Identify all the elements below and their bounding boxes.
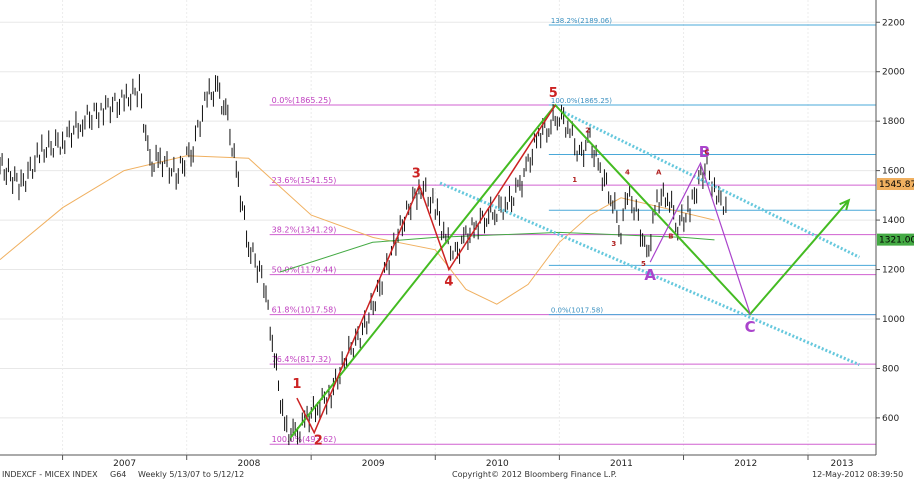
sub-wave-label: 3 (611, 240, 616, 248)
sub-wave-label: 1 (572, 176, 577, 184)
x-tick-label: 2009 (362, 459, 385, 468)
footer-copyright: Copyright© 2012 Bloomberg Finance L.P. (452, 470, 617, 479)
green-wave-arrowhead (839, 198, 851, 211)
channel-upper-line (563, 111, 860, 259)
elliott-waves (289, 103, 851, 439)
y-tick-label: 2200 (882, 18, 905, 28)
price-tag-label: 1545.87 (879, 180, 914, 190)
sub-wave-label: B (668, 233, 673, 241)
fibonacci-levels: 0.0%(1865.25) 23.6%(1541.55) 38.2%(1341.29… (269, 17, 876, 445)
fib-label-blue: 100.0%(1865.25) (551, 97, 612, 105)
fib-label-magenta: 23.6%(1541.55) (272, 176, 337, 185)
purple-abc-label: B (699, 143, 710, 161)
red-wave-label: 1 (292, 377, 301, 392)
price-tag-label: 1321.00 (879, 236, 914, 246)
fib-label-magenta: 38.2%(1341.29) (272, 226, 337, 235)
chart-canvas: 0.0%(1865.25) 23.6%(1541.55) 38.2%(1341.29… (0, 0, 914, 468)
fib-label-magenta: 0.0%(1865.25) (272, 96, 332, 105)
red-wave-label: 2 (314, 434, 323, 449)
red-wave-label: 5 (549, 86, 558, 101)
trend-channel (439, 111, 860, 367)
purple-abc-line (649, 161, 751, 315)
price-tags: 1545.87 1321.00 (877, 178, 914, 246)
y-tick-label: 800 (882, 364, 899, 374)
grid (0, 0, 876, 455)
y-tick-label: 1000 (882, 315, 905, 325)
x-tick-label: 2012 (734, 459, 757, 468)
footer-timestamp: 12-May-2012 08:39:50 (812, 470, 904, 479)
price-tag-box (877, 233, 914, 246)
sub-wave-label: 4 (625, 168, 630, 176)
channel-lower-line (439, 181, 860, 367)
red-wave-label: 3 (412, 166, 421, 181)
green-wave-line (289, 103, 850, 439)
fib-label-magenta: 100.0%(493.62) (272, 435, 337, 444)
red-wave-line (296, 104, 556, 435)
fib-label-blue: 138.2%(2189.06) (551, 17, 612, 25)
y-tick-label: 600 (882, 414, 899, 424)
x-tick-label: 2007 (113, 459, 136, 468)
sub-wave-label: A (656, 168, 662, 176)
purple-abc-label: A (644, 266, 656, 284)
y-tick-label: 1400 (882, 216, 905, 226)
x-tick-label: 2010 (486, 459, 509, 468)
sub-wave-label: 2 (585, 126, 590, 134)
fib-label-magenta: 61.8%(1017.58) (272, 306, 337, 315)
y-tick-label: 1600 (882, 167, 905, 177)
footer-security: INDEXCF - MICEX INDEX (2, 470, 98, 479)
fib-label-magenta: 50.0%(1179.44) (272, 266, 337, 275)
plot-background (0, 0, 876, 455)
red-wave-label: 4 (444, 275, 453, 290)
footer-bar: INDEXCF - MICEX INDEX G64 Weekly 5/13/07… (0, 468, 914, 481)
sub-wave-label: 5 (641, 260, 646, 268)
price-tag-box (877, 178, 914, 191)
x-tick-label: 2013 (831, 459, 854, 468)
fib-label-magenta: 76.4%(817.32) (272, 355, 332, 364)
y-tick-label: 1800 (882, 117, 905, 127)
price-series (0, 74, 727, 446)
x-tick-label: 2011 (610, 459, 633, 468)
y-tick-label: 1200 (882, 266, 905, 276)
y-tick-label: 2000 (882, 68, 905, 78)
footer-range: Weekly 5/13/07 to 5/12/12 (138, 470, 245, 479)
purple-abc-label: C (745, 318, 756, 336)
x-tick-label: 2008 (237, 459, 260, 468)
fib-label-blue: 0.0%(1017.58) (551, 307, 603, 315)
footer-code: G64 (110, 470, 127, 479)
sub-wave-label: C (704, 149, 709, 157)
